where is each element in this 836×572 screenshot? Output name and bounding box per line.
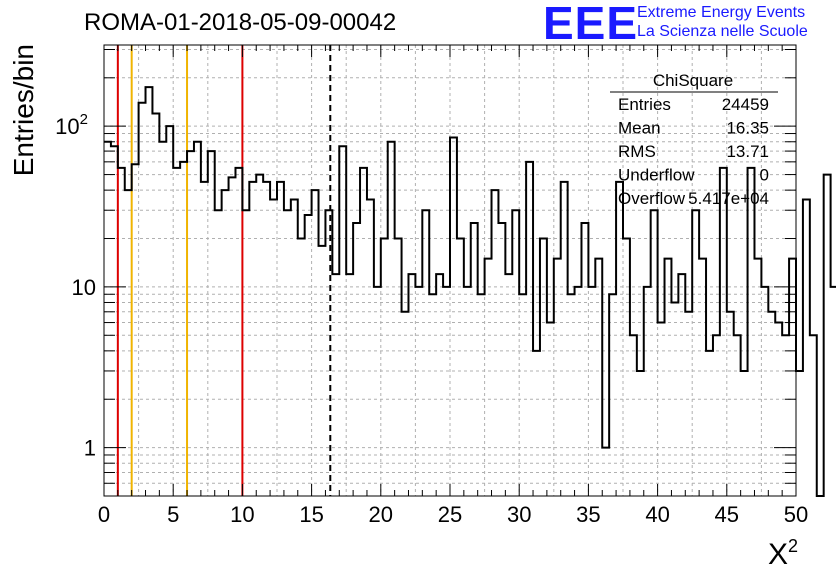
stats-row-label: RMS — [618, 142, 656, 161]
x-axis-label-superscript: 2 — [788, 536, 798, 556]
x-tick-label: 25 — [438, 502, 462, 527]
x-tick-label: 20 — [369, 502, 393, 527]
stats-box: ChiSquare Entries 24459 Mean 16.35 RMS 13.71 U… — [610, 71, 778, 208]
x-tick-label: 30 — [507, 502, 531, 527]
chart-title: ROMA-01-2018-05-09-00042 — [84, 9, 397, 36]
y-tick-label: 1 — [84, 436, 96, 461]
x-axis-ticks: 0 5 10 15 20 25 30 35 40 45 50 — [98, 45, 808, 527]
vertical-marker-lines — [116, 45, 332, 496]
x-tick-label: 15 — [299, 502, 323, 527]
stats-row-value: 16.35 — [726, 119, 769, 138]
stats-row-value: 13.71 — [726, 142, 769, 161]
stats-row-value: 0 — [760, 166, 769, 185]
y-tick-label-exponent: 2 — [80, 111, 88, 128]
x-tick-label: 50 — [784, 502, 808, 527]
x-axis-label: X2 — [768, 536, 798, 571]
x-tick-label: 0 — [98, 502, 110, 527]
x-tick-label: 45 — [715, 502, 739, 527]
histogram-series — [104, 86, 836, 497]
x-axis-label-base: X — [768, 538, 788, 571]
stats-box-rows: Entries 24459 Mean 16.35 RMS 13.71 Underflow 0 O… — [618, 95, 769, 208]
y-tick-label: 102 — [55, 111, 88, 139]
stats-row-value: 24459 — [722, 95, 769, 114]
grid-lines — [104, 45, 796, 496]
stats-row-value: 5.417e+04 — [688, 189, 769, 208]
eee-logo: EEE — [543, 0, 639, 49]
y-tick-label-base: 10 — [55, 114, 79, 139]
logo-line-2: La Scienza nelle Scuole — [637, 23, 808, 40]
stats-row-label: Entries — [618, 95, 671, 114]
y-tick-label: 10 — [72, 275, 96, 300]
stats-row-label: Overflow — [618, 189, 686, 208]
x-tick-label: 40 — [645, 502, 669, 527]
y-axis-label: Entries/bin — [8, 44, 39, 176]
logo-line-1: Extreme Energy Events — [637, 4, 806, 21]
stats-box-name: ChiSquare — [653, 71, 733, 90]
x-tick-label: 5 — [167, 502, 179, 527]
x-tick-label: 35 — [576, 502, 600, 527]
stats-row-label: Underflow — [618, 166, 695, 185]
stats-row-label: Mean — [618, 119, 661, 138]
x-tick-label: 10 — [230, 502, 254, 527]
